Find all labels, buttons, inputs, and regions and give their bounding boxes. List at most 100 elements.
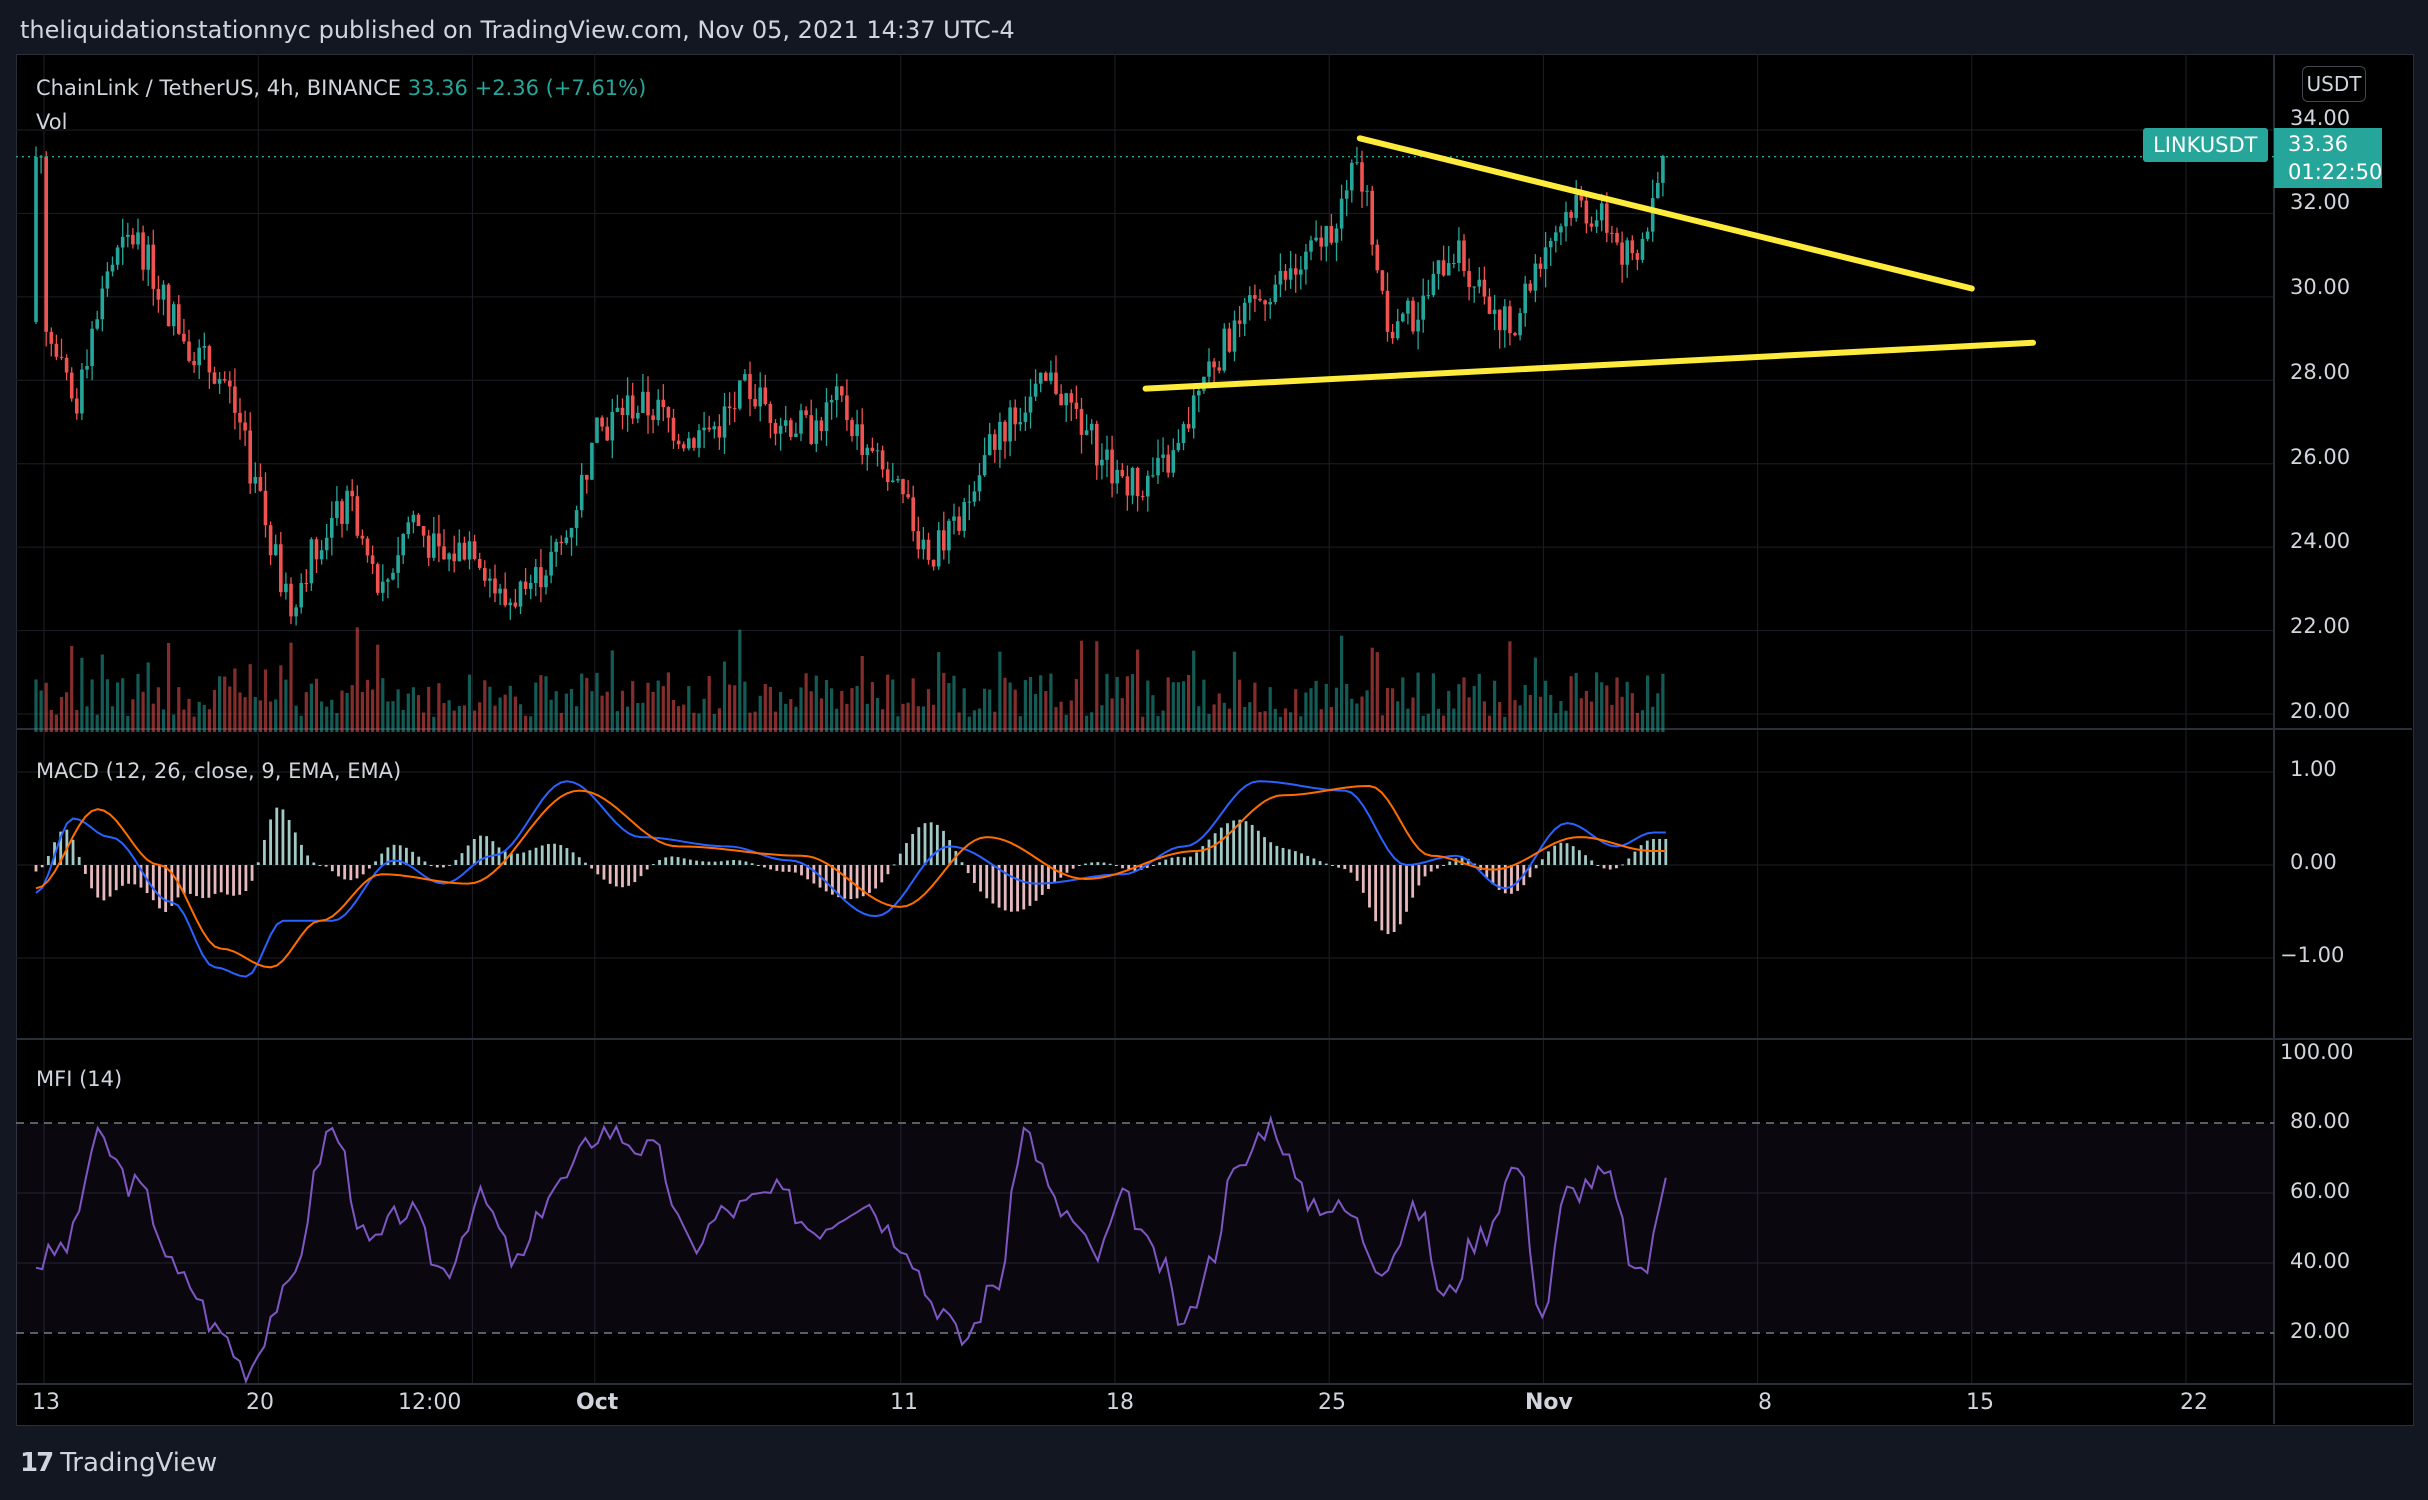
macd-histogram-bar [312,862,316,865]
volume-bar [1584,690,1588,732]
candle-body [1049,372,1053,381]
volume-bar [575,706,579,732]
candle-body [294,607,298,617]
volume-bar [651,691,655,732]
candle-body [911,497,915,532]
macd-histogram-bar [509,853,513,865]
candle-body [1120,469,1125,477]
volume-bar [1294,689,1298,732]
macd-histogram-bar [1411,865,1415,898]
volume-bar [304,692,308,732]
volume-bar [233,668,237,732]
candle-body [156,288,161,300]
macd-histogram-bar [1145,865,1149,868]
candle-body [880,450,885,470]
volume-bar [110,706,115,732]
macd-legend[interactable]: MACD (12, 26, close, 9, EMA, EMA) [36,759,402,783]
time-label: Nov [1525,1390,1573,1415]
candle-body [263,490,268,526]
candle-body [916,531,921,550]
macd-histogram-bar [1577,850,1581,865]
candle-body [1156,457,1160,476]
candle-body [1584,200,1589,224]
volume-bar [615,711,619,732]
candle-body [1605,203,1609,233]
volume-bar [671,699,676,732]
macd-histogram-bar [423,861,427,865]
volume-bar [1559,701,1563,732]
volume-bar [850,688,854,732]
candle-body [1477,279,1482,287]
candle-body [982,455,987,476]
macd-histogram-bar [1158,862,1161,865]
tradingview-logo-icon[interactable]: 17 [20,1448,54,1478]
candle-body [814,420,819,444]
candle-body [758,387,762,407]
candle-body [350,490,354,497]
candle-body [727,406,732,409]
candle-body [1069,393,1074,403]
symbol-legend[interactable]: ChainLink / TetherUS, 4h, BINANCE 33.36 … [36,76,646,100]
candle-body [1008,407,1012,442]
candle-body [360,535,365,539]
mfi-line [35,1114,1667,1385]
macd-histogram-bar [812,865,816,884]
volume-bar [559,712,563,732]
macd-histogram-bar [318,865,322,866]
mfi-legend[interactable]: MFI (14) [36,1067,123,1091]
volume-bar [1115,676,1119,732]
volume-bar [1482,701,1486,732]
macd-histogram-bar [1250,824,1254,865]
volume-bar [529,716,533,732]
macd-histogram-bar [380,853,384,865]
candle-body [1559,226,1563,233]
candle-body [1446,263,1451,276]
volume-bar [396,689,400,732]
macd-histogram-bar [1355,865,1359,881]
volume-bar [1085,715,1089,732]
volume-bar [309,683,313,732]
candle-body [931,559,936,567]
volume-bar [1620,696,1624,732]
candle-body [258,477,263,491]
volume-bar [1248,702,1252,732]
candle-body [69,372,74,399]
volume-bar [1013,689,1017,732]
macd-histogram-bar [645,865,649,870]
volume-bar [819,698,823,732]
macd-histogram-bar [775,865,779,871]
candle-body [488,578,492,581]
macd-histogram-bar [374,861,377,865]
macd-histogram-bar [1121,865,1124,869]
macd-histogram-bar [972,865,976,883]
volume-bar [641,702,645,732]
candle-body [452,553,456,562]
candle-body [1411,300,1415,332]
candle-body [202,346,207,348]
volume-bar [44,682,48,732]
macd-histogram-bar [1102,862,1106,865]
volume-bar [350,685,354,732]
candle-body [987,434,992,456]
volume-legend[interactable]: Vol [36,110,68,134]
candle-body [228,380,232,387]
candle-body [554,541,558,552]
candle-body [207,346,212,373]
candle-body [590,442,594,480]
candle-body [768,403,773,423]
volume-bar [773,711,778,732]
candle-body [977,475,982,492]
volume-bar [1232,651,1237,732]
macd-histogram-bar [528,850,532,865]
candle-body [641,391,645,413]
candle-body [59,356,64,358]
currency-button[interactable]: USDT [2302,66,2366,102]
volume-bar [437,683,441,732]
volume-bar [1207,713,1211,732]
volume-bar [1334,687,1339,732]
brand-name[interactable]: TradingView [60,1448,218,1478]
chart-svg[interactable] [16,54,2412,1424]
candle-body [1186,424,1191,429]
candle-body [1105,449,1109,460]
candle-body [1304,251,1308,270]
